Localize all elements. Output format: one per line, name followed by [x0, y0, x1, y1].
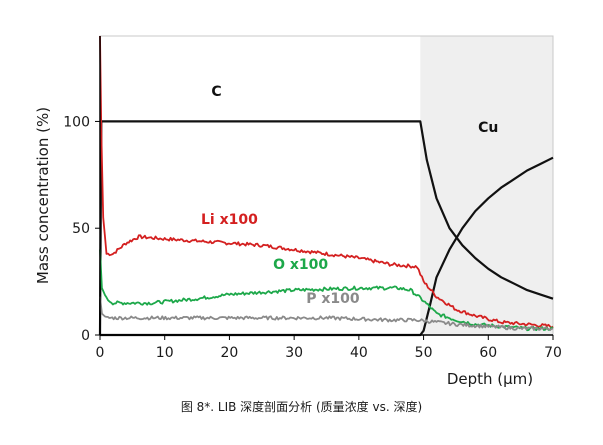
annotation-p-x100: P x100: [306, 291, 360, 307]
x-tick-labels: 0 10 20 30 40 50 60 70: [96, 335, 562, 361]
x-tick-label: 40: [350, 345, 368, 361]
series-line-cu: [100, 156, 554, 337]
x-axis-label: Depth (μm): [447, 370, 533, 388]
y-axis-label: Mass concentration (%): [34, 107, 52, 284]
x-tick-label: 30: [285, 345, 303, 361]
x-tick-label: 70: [544, 345, 562, 361]
annotation-c: C: [211, 84, 221, 100]
x-tick-label: 50: [415, 345, 433, 361]
annotation-cu: Cu: [478, 120, 498, 136]
series-line-p-x100: [99, 296, 554, 331]
y-tick-label: 0: [81, 328, 90, 344]
y-tick-labels: 0 50 100: [63, 114, 100, 344]
cu-region-shading: [420, 36, 553, 335]
annotation-li-x100: Li x100: [201, 212, 258, 228]
depth-profile-chart: 0 10 20 30 40 50 60 70 0 50 100 C Cu Li x100 O x100 P…: [34, 35, 562, 388]
y-tick-label: 50: [72, 221, 90, 237]
y-tick-label: 100: [63, 114, 90, 130]
x-tick-label: 60: [479, 345, 497, 361]
annotation-o-x100: O x100: [273, 257, 328, 273]
figure-caption: 图 8*. LIB 深度剖面分析 (质量浓度 vs. 深度): [180, 400, 423, 414]
series-layer: [98, 35, 554, 337]
annotation-layer: C Cu Li x100 O x100 P x100: [201, 84, 498, 307]
series-line-c: [98, 120, 554, 336]
x-tick-label: 20: [221, 345, 239, 361]
x-tick-label: 0: [96, 345, 105, 361]
series-line-o-x100: [99, 249, 554, 332]
x-tick-label: 10: [156, 345, 174, 361]
series-line-li-x100: [99, 35, 554, 329]
